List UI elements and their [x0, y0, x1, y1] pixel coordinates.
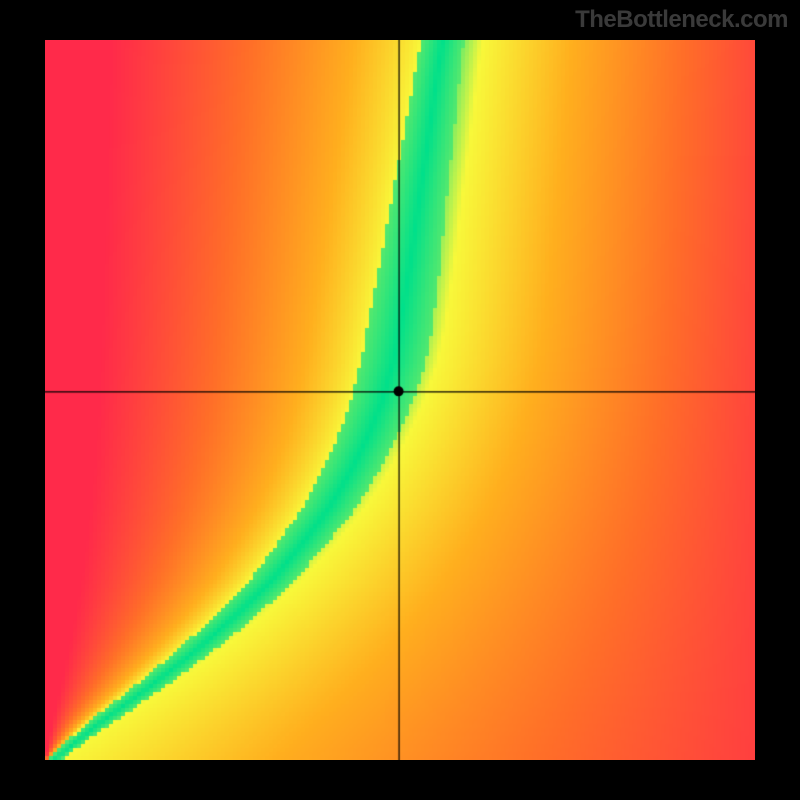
chart-container: TheBottleneck.com [0, 0, 800, 800]
heatmap-plot [45, 40, 755, 760]
heatmap-canvas [45, 40, 755, 760]
attribution-text: TheBottleneck.com [575, 6, 788, 34]
